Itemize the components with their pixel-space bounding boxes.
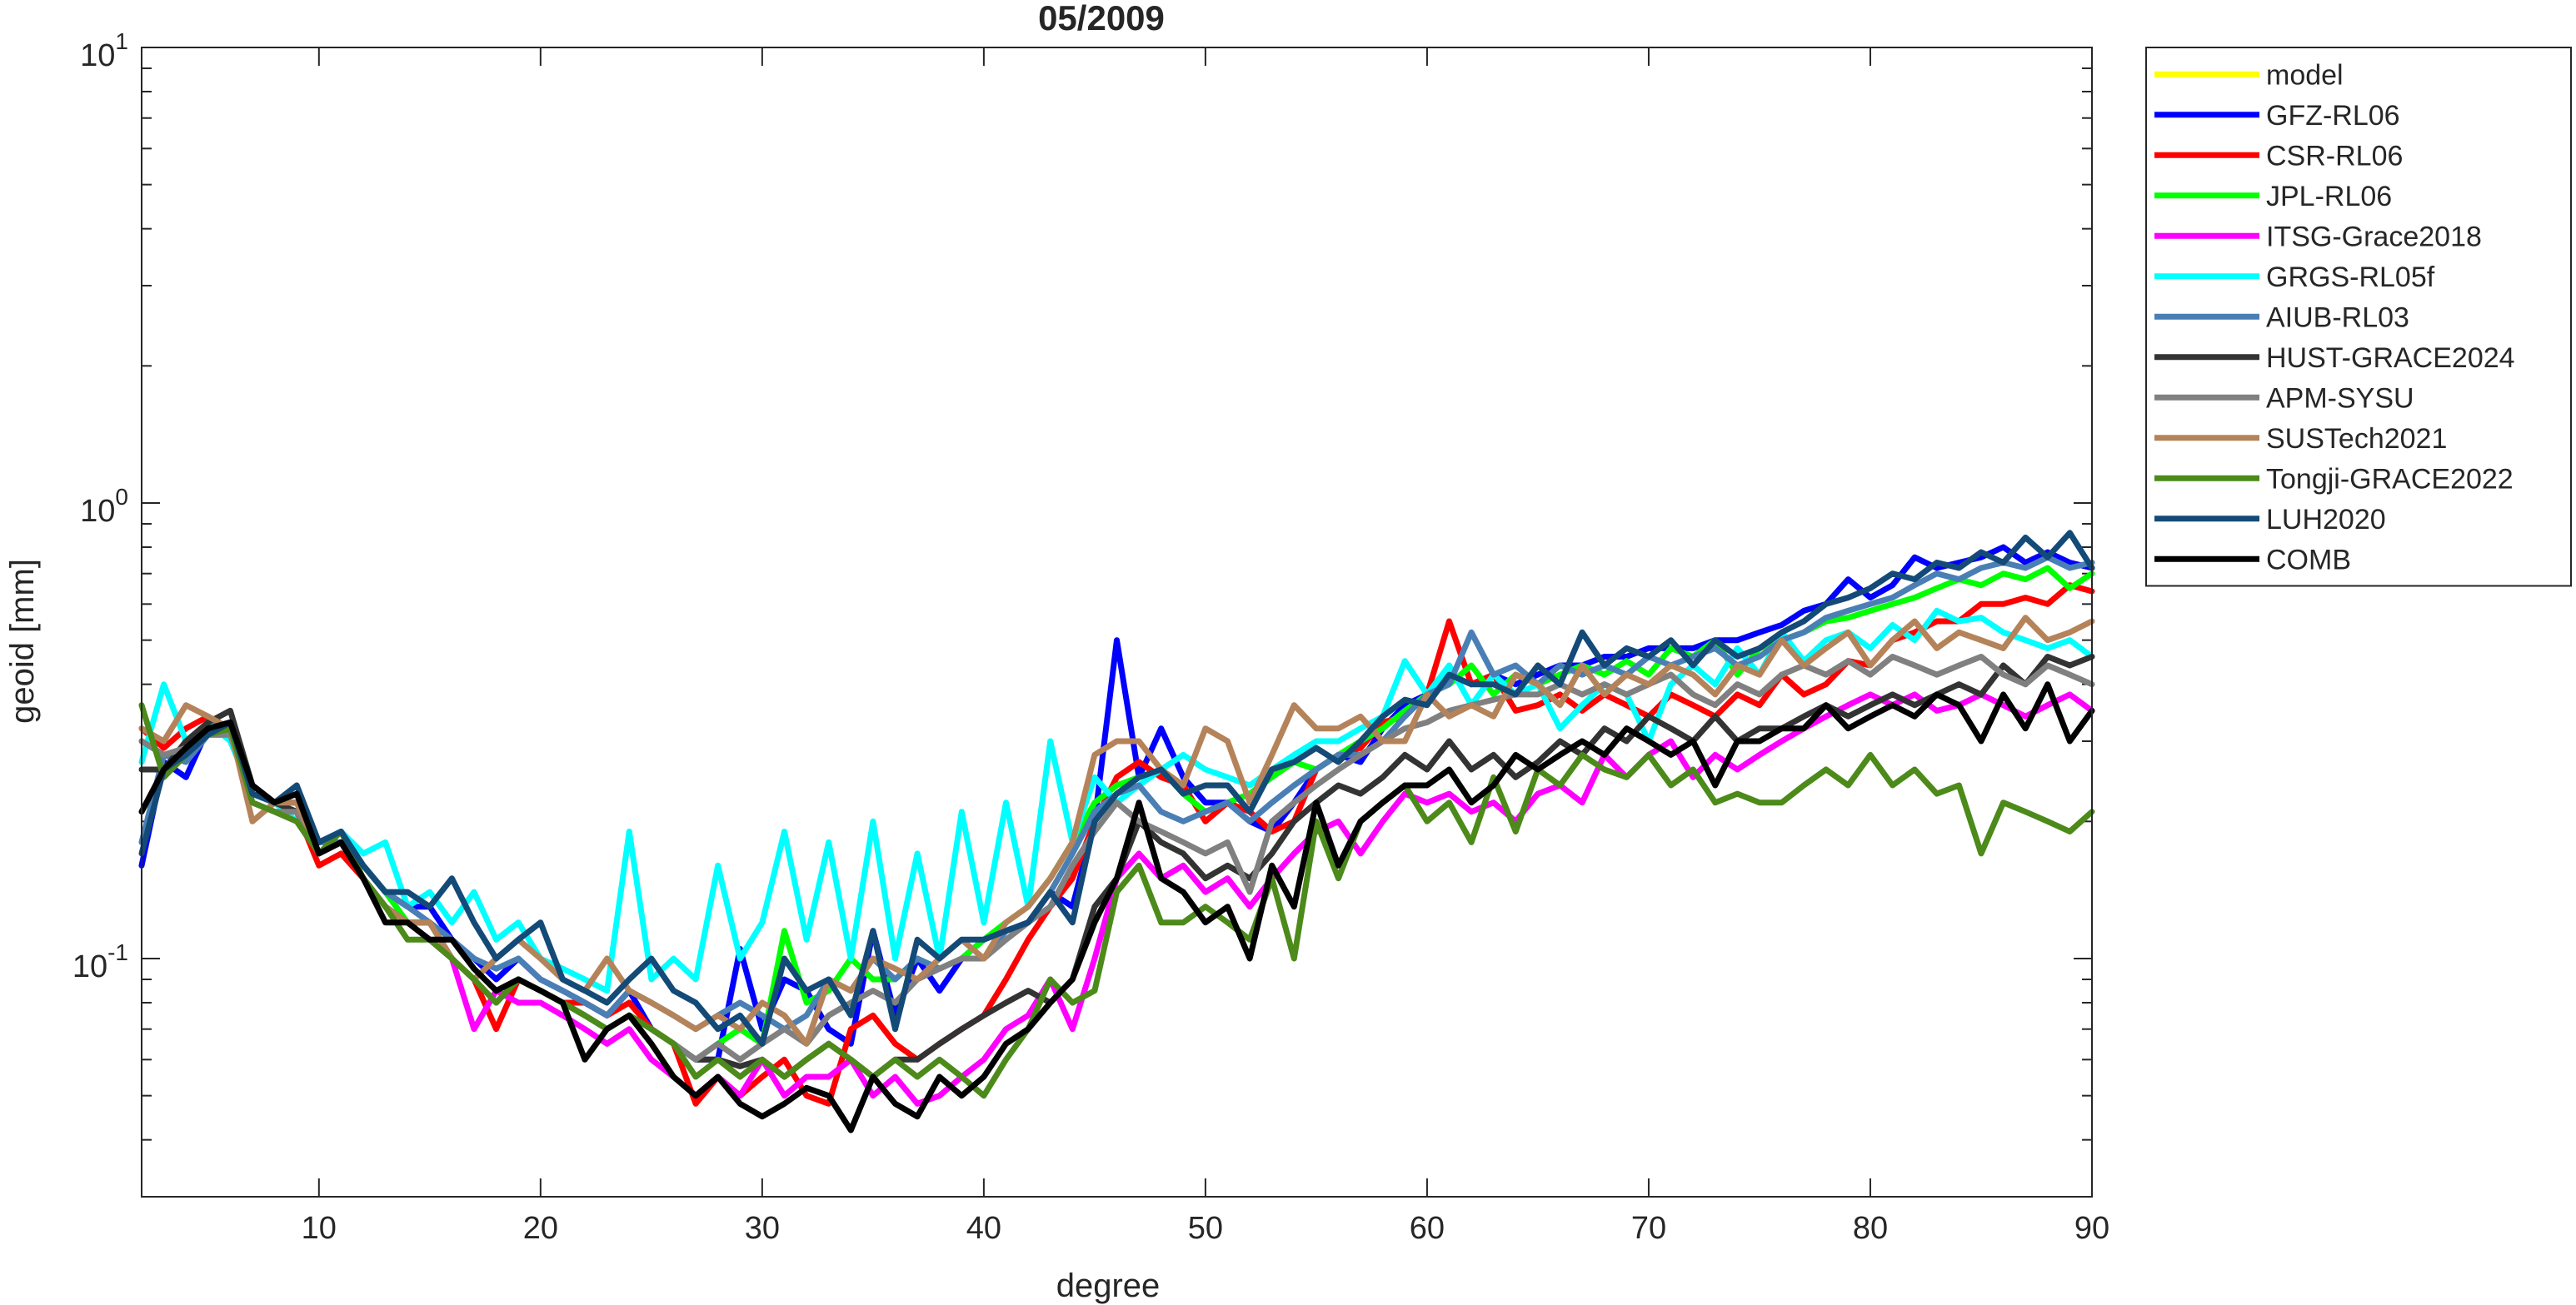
legend-item: ITSG-Grace2018 xyxy=(2154,221,2482,252)
x-axis-label: degree xyxy=(1056,1268,1161,1304)
legend-label: GFZ-RL06 xyxy=(2266,100,2400,132)
x-tick-label: 40 xyxy=(966,1211,1001,1246)
legend-items: model GFZ-RL06 CSR-RL06 JPL-RL06 ITSG-Grace2… xyxy=(2154,59,2515,575)
legend-label: APM-SYSU xyxy=(2266,382,2414,414)
y-tick-exponent: 1 xyxy=(115,28,128,54)
chart-title: 05/2009 xyxy=(1038,0,1165,37)
series-line-tongji-grace2022 xyxy=(138,702,2095,1099)
y-tick-exponent: -1 xyxy=(107,939,128,965)
legend-label: Tongji-GRACE2022 xyxy=(2266,463,2514,495)
legend-label: AIUB-RL03 xyxy=(2266,301,2409,333)
x-tick-label: 80 xyxy=(1853,1211,1888,1246)
legend-label: COMB xyxy=(2266,544,2351,575)
legend: model GFZ-RL06 CSR-RL06 JPL-RL06 ITSG-Grace2… xyxy=(2145,47,2572,587)
x-tick-label: 30 xyxy=(745,1211,780,1246)
legend-item: LUH2020 xyxy=(2154,504,2386,535)
series-line-luh2020 xyxy=(138,530,2095,1047)
x-tick-labels: 10 20 30 40 50 60 70 80 90 xyxy=(302,1211,2109,1246)
x-tick-label: 70 xyxy=(1631,1211,1666,1246)
y-tick-label: 101 xyxy=(80,28,128,73)
x-tick-label: 90 xyxy=(2074,1211,2109,1246)
x-tick-label: 50 xyxy=(1188,1211,1223,1246)
x-tick-label: 20 xyxy=(523,1211,558,1246)
y-tick-base: 10 xyxy=(80,494,115,529)
legend-label: HUST-GRACE2024 xyxy=(2266,342,2515,374)
legend-label: model xyxy=(2266,59,2344,91)
legend-item: CSR-RL06 xyxy=(2154,140,2403,172)
legend-item: GFZ-RL06 xyxy=(2154,100,2400,132)
legend-label: CSR-RL06 xyxy=(2266,140,2403,172)
legend-item: COMB xyxy=(2154,544,2351,575)
series-layer xyxy=(138,530,2095,1133)
y-tick-exponent: 0 xyxy=(115,484,128,510)
plot-frame xyxy=(141,47,2093,1198)
legend-label: LUH2020 xyxy=(2266,504,2386,535)
legend-item: SUSTech2021 xyxy=(2154,423,2447,455)
legend-item: HUST-GRACE2024 xyxy=(2154,342,2515,374)
y-tick-base: 10 xyxy=(80,38,115,73)
y-axis-label: geoid [mm] xyxy=(4,559,41,724)
series-line-comb xyxy=(138,681,2095,1133)
legend-item: Tongji-GRACE2022 xyxy=(2154,463,2514,495)
y-tick-label: 10-1 xyxy=(72,939,128,984)
legend-item: AIUB-RL03 xyxy=(2154,301,2409,333)
legend-label: ITSG-Grace2018 xyxy=(2266,221,2482,252)
legend-item: model xyxy=(2154,59,2344,91)
x-tick-label: 10 xyxy=(302,1211,337,1246)
legend-label: JPL-RL06 xyxy=(2266,181,2392,212)
legend-item: APM-SYSU xyxy=(2154,382,2414,414)
y-tick-base: 10 xyxy=(72,949,107,984)
x-tick-label: 60 xyxy=(1410,1211,1445,1246)
legend-item: JPL-RL06 xyxy=(2154,181,2392,212)
y-tick-label: 100 xyxy=(80,484,128,529)
legend-item: GRGS-RL05f xyxy=(2154,261,2435,293)
legend-label: SUSTech2021 xyxy=(2266,423,2447,455)
legend-label: GRGS-RL05f xyxy=(2266,261,2435,293)
